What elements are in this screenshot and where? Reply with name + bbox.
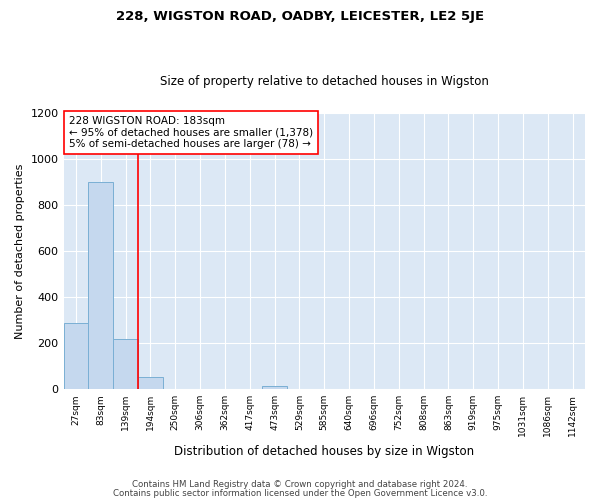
X-axis label: Distribution of detached houses by size in Wigston: Distribution of detached houses by size … xyxy=(174,444,475,458)
Text: Contains HM Land Registry data © Crown copyright and database right 2024.: Contains HM Land Registry data © Crown c… xyxy=(132,480,468,489)
Bar xyxy=(64,322,88,389)
Text: 228 WIGSTON ROAD: 183sqm
← 95% of detached houses are smaller (1,378)
5% of semi: 228 WIGSTON ROAD: 183sqm ← 95% of detach… xyxy=(69,116,313,149)
Bar xyxy=(113,338,138,389)
Y-axis label: Number of detached properties: Number of detached properties xyxy=(15,164,25,339)
Text: Contains public sector information licensed under the Open Government Licence v3: Contains public sector information licen… xyxy=(113,489,487,498)
Text: 228, WIGSTON ROAD, OADBY, LEICESTER, LE2 5JE: 228, WIGSTON ROAD, OADBY, LEICESTER, LE2… xyxy=(116,10,484,23)
Title: Size of property relative to detached houses in Wigston: Size of property relative to detached ho… xyxy=(160,76,489,88)
Bar xyxy=(262,386,287,389)
Bar xyxy=(88,182,113,389)
Bar xyxy=(138,376,163,389)
